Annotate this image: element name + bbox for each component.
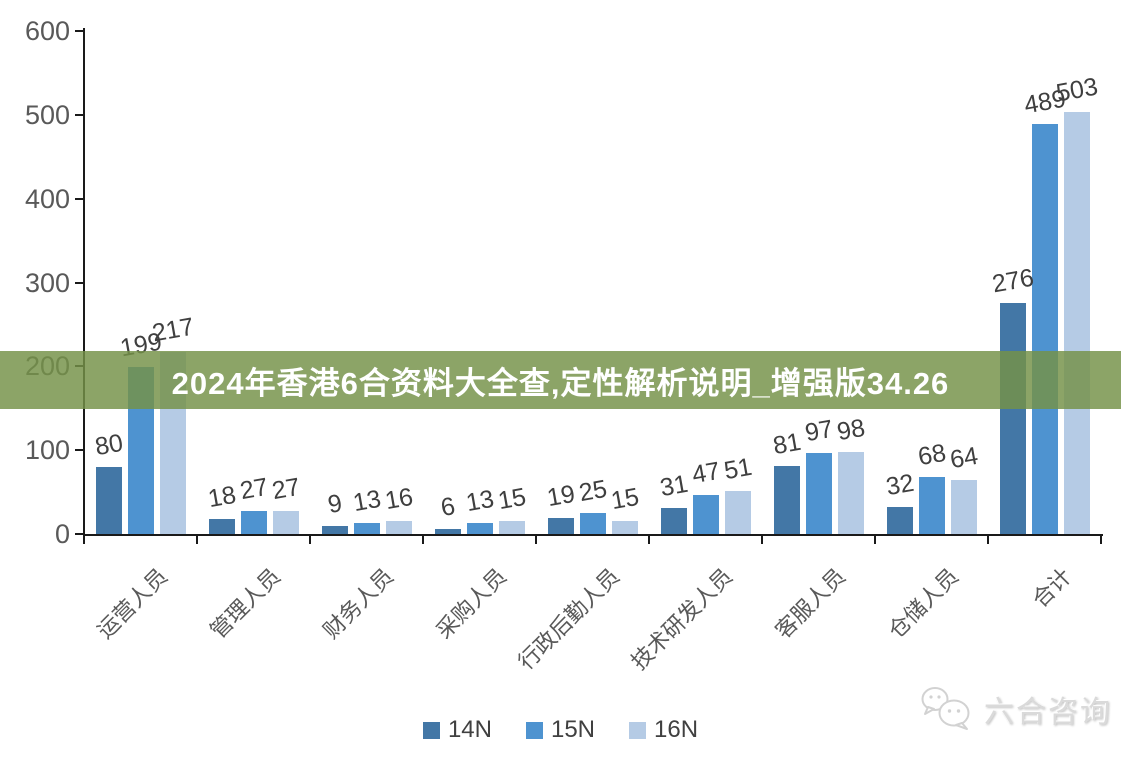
bar bbox=[272, 511, 299, 534]
x-tick bbox=[422, 536, 424, 544]
bar bbox=[1031, 124, 1058, 534]
bar bbox=[466, 523, 493, 534]
y-tick bbox=[75, 197, 84, 200]
y-tick bbox=[75, 113, 84, 116]
bar bbox=[498, 521, 525, 534]
bar bbox=[660, 508, 687, 534]
x-tick bbox=[309, 536, 311, 544]
bar bbox=[434, 528, 461, 534]
bar bbox=[208, 518, 235, 534]
y-tick bbox=[75, 281, 84, 284]
x-tick bbox=[648, 536, 650, 544]
y-tick-label: 600 bbox=[24, 16, 70, 46]
bar bbox=[1063, 112, 1090, 534]
x-tick bbox=[1100, 536, 1102, 544]
bar bbox=[999, 302, 1026, 534]
y-tick bbox=[75, 533, 84, 535]
legend-swatch-icon bbox=[422, 721, 440, 739]
bar bbox=[579, 513, 606, 534]
watermark-text: 六合咨询 bbox=[984, 696, 1112, 729]
legend-item-16n: 16N bbox=[629, 716, 698, 744]
legend-swatch-icon bbox=[525, 721, 543, 739]
bar bbox=[692, 494, 719, 534]
y-tick-label: 300 bbox=[24, 267, 70, 298]
legend: 14N 15N 16N bbox=[0, 716, 1121, 744]
bar bbox=[547, 518, 574, 534]
bar bbox=[773, 466, 800, 534]
x-tick bbox=[83, 536, 85, 544]
legend-item-15n: 15N bbox=[525, 716, 596, 744]
wechat-icon bbox=[921, 687, 970, 730]
legend-label: 14N bbox=[447, 716, 492, 743]
y-tick-label: 100 bbox=[24, 435, 70, 466]
bar bbox=[353, 523, 380, 534]
legend-swatch-icon bbox=[629, 721, 647, 739]
x-tick bbox=[535, 536, 537, 544]
y-tick-label: 500 bbox=[24, 99, 70, 130]
bar bbox=[240, 511, 267, 534]
watermark: 六合咨询 bbox=[918, 684, 1112, 734]
y-tick bbox=[75, 449, 84, 452]
bar bbox=[805, 452, 832, 534]
legend-label: 16N bbox=[654, 716, 699, 743]
y-axis-line bbox=[83, 28, 85, 536]
x-tick bbox=[987, 536, 989, 544]
bar bbox=[95, 466, 122, 534]
bar bbox=[611, 521, 638, 534]
x-axis-line bbox=[83, 534, 1103, 536]
x-tick bbox=[761, 536, 763, 544]
x-tick bbox=[196, 536, 198, 544]
promo-banner-overlay: 2024年香港6合资料大全查,定性解析说明_增强版34.26 bbox=[0, 351, 1121, 409]
bar bbox=[837, 451, 864, 534]
bar bbox=[724, 491, 751, 534]
x-tick bbox=[874, 536, 876, 544]
y-tick-label: 400 bbox=[24, 183, 70, 214]
y-tick bbox=[75, 30, 84, 32]
bar bbox=[385, 520, 412, 534]
legend-label: 15N bbox=[550, 716, 596, 743]
y-tick-label: 0 bbox=[54, 519, 70, 549]
bar bbox=[918, 476, 945, 534]
bar-label: 503 bbox=[1053, 72, 1100, 108]
banner-text: 2024年香港6合资料大全查,定性解析说明_增强版34.26 bbox=[171, 365, 950, 401]
bar bbox=[321, 526, 348, 534]
bar-label: 217 bbox=[149, 312, 196, 348]
bar bbox=[886, 507, 913, 534]
legend-item-14n: 14N bbox=[422, 716, 492, 744]
bar bbox=[950, 480, 977, 534]
